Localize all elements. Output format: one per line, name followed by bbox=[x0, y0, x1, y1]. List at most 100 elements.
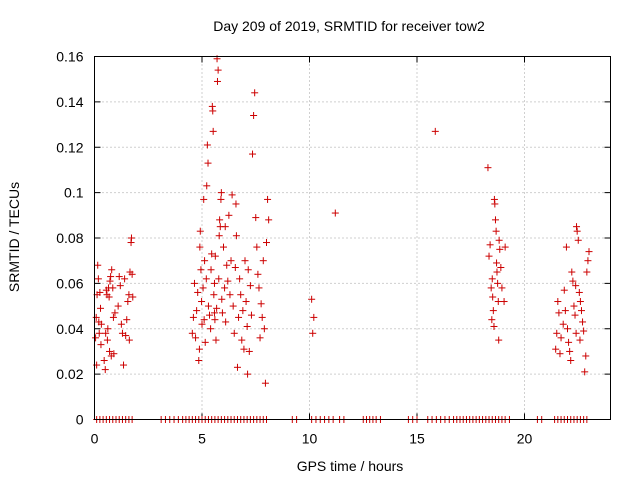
data-point bbox=[106, 277, 114, 285]
data-point bbox=[492, 227, 500, 235]
data-point bbox=[238, 336, 246, 344]
data-point bbox=[236, 275, 244, 283]
data-point bbox=[235, 313, 243, 321]
data-point bbox=[239, 307, 247, 315]
data-point bbox=[213, 304, 221, 312]
x-tick-label: 0 bbox=[91, 431, 99, 447]
data-point bbox=[561, 307, 569, 315]
x-tick-label: 10 bbox=[302, 431, 318, 447]
data-point bbox=[264, 195, 272, 203]
data-point bbox=[495, 236, 503, 244]
data-point bbox=[209, 107, 217, 115]
data-point bbox=[114, 302, 122, 310]
data-point bbox=[247, 311, 255, 319]
data-point bbox=[214, 66, 222, 74]
data-point bbox=[211, 316, 219, 324]
data-point bbox=[92, 334, 100, 342]
data-point bbox=[569, 277, 577, 285]
data-point bbox=[200, 316, 208, 324]
data-point bbox=[232, 200, 240, 208]
data-point bbox=[580, 327, 588, 335]
data-point bbox=[491, 200, 499, 208]
data-point bbox=[501, 243, 509, 251]
data-point bbox=[100, 357, 108, 365]
data-point bbox=[122, 332, 130, 340]
data-point bbox=[245, 347, 253, 355]
data-point bbox=[497, 263, 505, 271]
data-point bbox=[190, 279, 198, 287]
data-point bbox=[584, 257, 592, 265]
data-point bbox=[253, 243, 261, 251]
data-point bbox=[308, 295, 316, 303]
data-point bbox=[104, 325, 112, 333]
data-point bbox=[198, 298, 206, 306]
data-point bbox=[199, 284, 207, 292]
data-point bbox=[250, 111, 258, 119]
data-point bbox=[213, 77, 221, 85]
data-point bbox=[566, 347, 574, 355]
data-point bbox=[230, 329, 238, 337]
data-point bbox=[567, 357, 575, 365]
data-point bbox=[97, 304, 105, 312]
y-axis-label: SRMTID / TECUs bbox=[6, 182, 22, 292]
data-point bbox=[203, 141, 211, 149]
data-point bbox=[572, 329, 580, 337]
data-point bbox=[484, 164, 492, 172]
data-point bbox=[487, 284, 495, 292]
data-point bbox=[249, 150, 257, 158]
data-point bbox=[211, 252, 219, 260]
data-point bbox=[242, 298, 250, 306]
data-point bbox=[577, 307, 585, 315]
grid-lines bbox=[94, 56, 611, 420]
data-point bbox=[210, 291, 218, 299]
data-point bbox=[188, 329, 196, 337]
data-point bbox=[310, 313, 318, 321]
y-tick-label: 0 bbox=[76, 412, 84, 428]
tick-labels: 0 0.02 0.04 0.06 0.08 0.1 0.12 0.14 0.16 0 5 10 15 20 bbox=[56, 49, 532, 447]
data-point bbox=[582, 352, 590, 360]
data-point bbox=[251, 89, 259, 97]
data-point bbox=[489, 307, 497, 315]
data-point bbox=[223, 261, 231, 269]
data-point bbox=[207, 266, 215, 274]
data-point bbox=[232, 232, 240, 240]
data-point bbox=[204, 159, 212, 167]
data-point bbox=[583, 268, 591, 276]
data-point bbox=[579, 318, 587, 326]
y-tick-label: 0.14 bbox=[56, 94, 83, 110]
data-point bbox=[553, 329, 561, 337]
data-point bbox=[490, 322, 498, 330]
data-point bbox=[96, 288, 104, 296]
data-point bbox=[125, 291, 133, 299]
data-point bbox=[576, 298, 584, 306]
chart-title: Day 209 of 2019, SRMTID for receiver tow… bbox=[213, 18, 485, 34]
data-point bbox=[123, 316, 131, 324]
data-point bbox=[498, 284, 506, 292]
data-point bbox=[244, 370, 252, 378]
data-point bbox=[228, 191, 236, 199]
data-point bbox=[261, 379, 269, 387]
data-point bbox=[486, 241, 494, 249]
data-point bbox=[216, 216, 224, 224]
data-point bbox=[240, 345, 248, 353]
data-point bbox=[260, 325, 268, 333]
data-point bbox=[568, 268, 576, 276]
data-point bbox=[209, 127, 217, 135]
data-point bbox=[121, 275, 129, 283]
data-point bbox=[203, 182, 211, 190]
y-tick-label: 0.08 bbox=[56, 230, 83, 246]
data-point bbox=[103, 336, 111, 344]
data-point bbox=[255, 284, 263, 292]
data-point bbox=[217, 189, 225, 197]
data-point bbox=[258, 313, 266, 321]
data-point bbox=[129, 293, 137, 301]
data-point bbox=[109, 284, 117, 292]
data-point bbox=[194, 288, 202, 296]
data-point bbox=[115, 273, 123, 281]
data-point bbox=[109, 313, 117, 321]
data-point bbox=[210, 309, 218, 317]
data-point bbox=[495, 336, 503, 344]
data-point bbox=[218, 295, 226, 303]
data-point bbox=[573, 223, 581, 231]
data-point bbox=[571, 311, 579, 319]
